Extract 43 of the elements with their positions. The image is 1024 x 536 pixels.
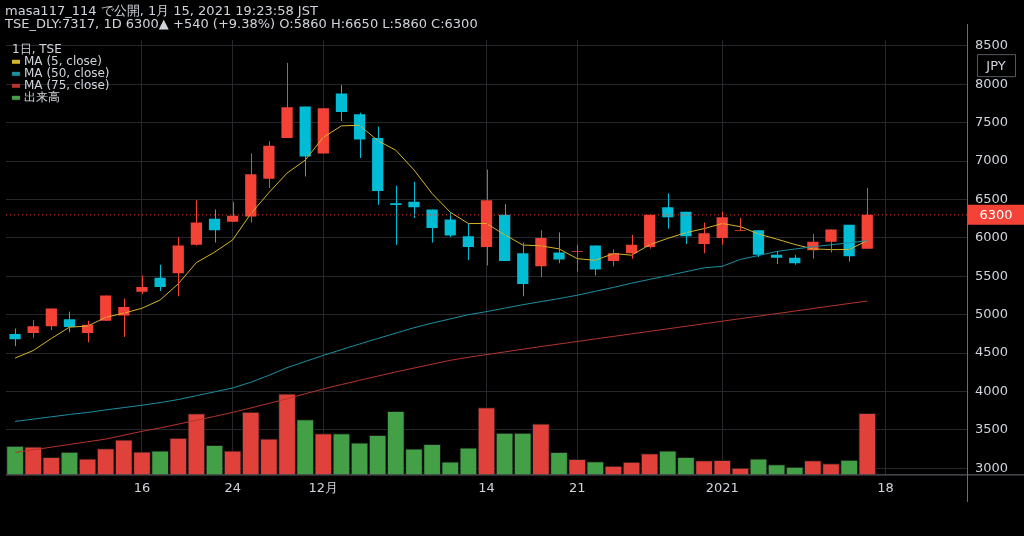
candlestick (390, 185, 402, 246)
y-tick-label: 6000 (975, 229, 1009, 245)
y-tick-label: 4000 (975, 382, 1009, 398)
candlestick (263, 140, 275, 189)
candlestick (734, 217, 746, 232)
y-tick-label: 3000 (975, 459, 1009, 475)
x-tick-label: 16 (133, 479, 151, 495)
candlestick (408, 181, 420, 219)
candlestick (517, 242, 529, 297)
x-tick-label: 12月 (308, 479, 339, 495)
candlestick (535, 229, 547, 278)
candlestick (444, 212, 456, 238)
y-tick-label: 7500 (975, 114, 1009, 130)
y-tick-label: 8500 (975, 37, 1009, 53)
candlestick (27, 319, 39, 339)
legend-title: 1日, TSE (12, 41, 62, 56)
x-tick-label: 2021 (705, 479, 739, 495)
y-tick-label: 8000 (975, 75, 1009, 91)
x-tick-label: 14 (478, 479, 495, 495)
candlestick (9, 328, 21, 347)
y-tick-label: 7000 (975, 152, 1009, 168)
legend-label: MA (50, close) (24, 65, 110, 80)
text: JPY (985, 57, 1006, 73)
y-tick-label: 4500 (975, 344, 1009, 360)
candlestick (698, 222, 710, 254)
y-tick-label: 6500 (975, 190, 1009, 206)
candlestick (825, 228, 837, 253)
ref-line-label: 6300 (979, 207, 1013, 223)
candlestick (426, 208, 438, 244)
candlestick (462, 223, 474, 261)
chart-title: masa117_114 で公開, 1月 15, 2021 19:23:58 JST (5, 3, 318, 18)
candlestick (553, 232, 565, 264)
x-tick-label: 21 (568, 479, 586, 495)
y-tick-label: 5500 (975, 267, 1009, 283)
legend-label: MA (75, close) (24, 77, 110, 92)
candlestick (281, 62, 293, 139)
legend-label: 出来高 (24, 89, 60, 104)
x-tick-label: 24 (224, 479, 241, 495)
x-tick-label: 18 (877, 479, 894, 495)
y-tick-label: 5000 (975, 306, 1009, 322)
y-tick-label: 3500 (975, 421, 1009, 437)
candlestick (136, 275, 148, 295)
candlestick (571, 244, 583, 273)
